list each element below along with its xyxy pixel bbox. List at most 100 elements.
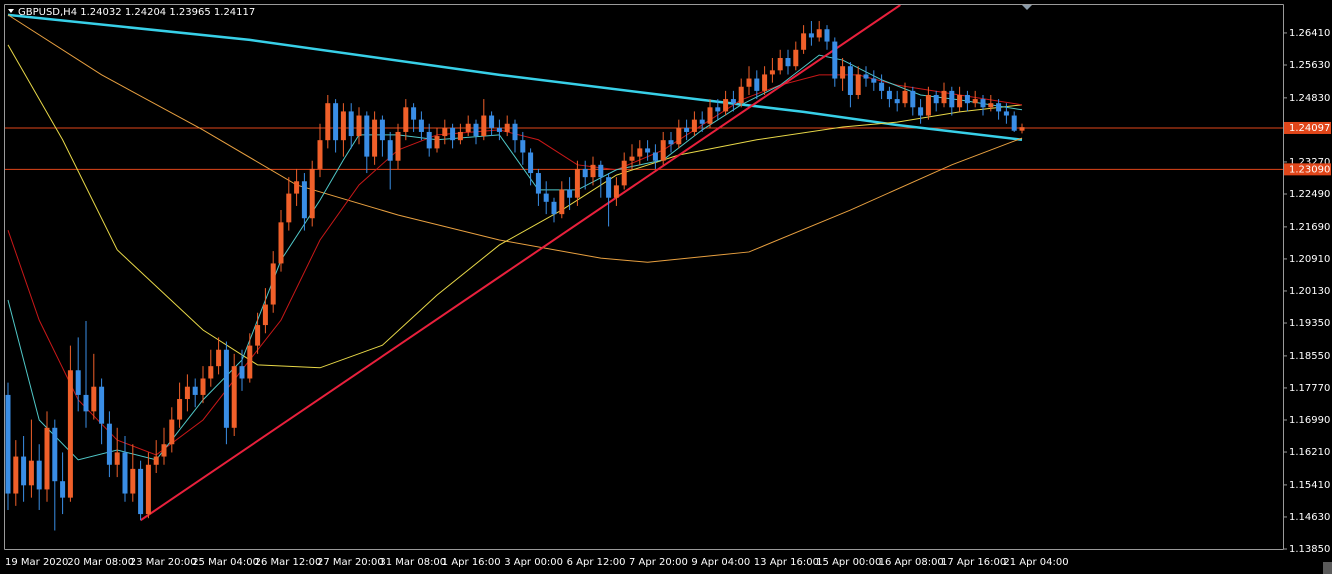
- header-close: 1.24117: [214, 7, 255, 18]
- candle-body: [223, 349, 229, 428]
- candle-body: [684, 127, 690, 132]
- x-tick-label: 27 Mar 20:00: [317, 557, 384, 568]
- candle-body: [520, 140, 526, 153]
- price-level-label: 1.23090: [1289, 164, 1330, 175]
- candle-body: [52, 427, 58, 482]
- y-tick-label: 1.20130: [1289, 286, 1330, 297]
- candle-body: [964, 94, 970, 104]
- x-tick-label: 25 Mar 04:00: [192, 557, 259, 568]
- candle-body: [738, 86, 744, 104]
- price-level-tag: [1284, 121, 1331, 134]
- candle-body: [894, 99, 900, 104]
- y-tick-label: 1.20910: [1289, 254, 1330, 265]
- x-tick-label: 23 Mar 20:00: [130, 557, 197, 568]
- candle-body: [473, 123, 479, 137]
- candle-body: [411, 107, 417, 120]
- candle-body: [348, 111, 354, 137]
- candle-body: [239, 366, 245, 379]
- y-tick-label: 1.22490: [1289, 189, 1330, 200]
- candle-body: [777, 58, 783, 71]
- candle-body: [216, 349, 222, 367]
- candle-body: [918, 107, 924, 116]
- candle-body: [200, 378, 206, 395]
- candle-body: [504, 123, 510, 132]
- candle-body: [309, 168, 315, 219]
- candle-body: [699, 119, 705, 124]
- candle-body: [387, 140, 393, 161]
- moving-average: [7, 44, 1023, 369]
- moving-average: [7, 14, 1023, 263]
- moving-average: [7, 13, 1023, 142]
- price-level-tag: [1284, 163, 1331, 176]
- candle-body: [910, 90, 916, 108]
- candle-body: [294, 181, 300, 194]
- symbol-menu-arrow[interactable]: [8, 9, 14, 13]
- scroll-corner[interactable]: [1323, 562, 1332, 574]
- candle-body: [840, 66, 846, 79]
- candle-body: [145, 464, 151, 515]
- candle-body: [613, 185, 619, 198]
- x-tick-label: 9 Apr 04:00: [691, 557, 750, 568]
- x-tick-label: 16 Apr 08:00: [879, 557, 944, 568]
- candle-body: [567, 189, 573, 198]
- candle-body: [184, 386, 190, 400]
- candle-body: [535, 173, 541, 194]
- candle-body: [114, 452, 120, 465]
- x-tick-label: 1 Apr 16:00: [442, 557, 501, 568]
- candle-body: [801, 33, 807, 50]
- candle-body: [450, 127, 456, 141]
- candle-body: [91, 386, 97, 412]
- candle-body: [660, 140, 666, 161]
- candle-body: [941, 90, 947, 104]
- candle-body: [122, 452, 128, 494]
- candle-body: [465, 123, 471, 132]
- y-tick-label: 1.16990: [1289, 415, 1330, 426]
- candle-body: [582, 168, 588, 178]
- candle-body: [551, 201, 557, 215]
- candle-body: [902, 90, 908, 104]
- candle-body: [301, 181, 307, 219]
- candle-body: [645, 148, 651, 153]
- y-tick-label: 1.16210: [1289, 447, 1330, 458]
- candle-body: [403, 107, 409, 132]
- candle-body: [333, 103, 339, 141]
- candle-body: [379, 119, 385, 141]
- candle-body: [192, 386, 198, 395]
- x-tick-label: 19 Mar 2020: [5, 557, 68, 568]
- candle-body: [832, 41, 838, 79]
- candle-body: [75, 370, 81, 395]
- candle-body: [247, 345, 253, 379]
- candle-body: [855, 74, 861, 95]
- candle-body: [691, 119, 697, 132]
- price-level-label: 1.24097: [1289, 123, 1330, 134]
- header-open: 1.24032: [80, 7, 121, 18]
- candle-body: [762, 74, 768, 91]
- candle-body: [418, 119, 424, 132]
- symbol: GBPUSD,H4: [18, 7, 77, 18]
- y-tick-label: 1.26410: [1289, 28, 1330, 39]
- candle-body: [996, 103, 1002, 112]
- candle-body: [988, 103, 994, 108]
- y-tick-label: 1.19350: [1289, 318, 1330, 329]
- candle-body: [270, 263, 276, 305]
- x-tick-label: 7 Apr 20:00: [629, 557, 688, 568]
- candle-body: [1011, 115, 1017, 131]
- chart-shift-marker[interactable]: [1022, 5, 1032, 10]
- y-tick-label: 1.17770: [1289, 383, 1330, 394]
- candle-body: [574, 168, 580, 198]
- candle-body: [652, 152, 658, 161]
- candle-body: [67, 370, 73, 498]
- candle-body: [598, 164, 604, 178]
- candle-body: [278, 222, 284, 264]
- candle-body: [824, 29, 830, 42]
- candle-body: [1019, 127, 1025, 131]
- y-tick-label: 1.23270: [1289, 157, 1330, 168]
- candle-body: [871, 78, 877, 83]
- candle-body: [746, 78, 752, 87]
- y-tick-label: 1.24830: [1289, 93, 1330, 104]
- candle-body: [590, 164, 596, 178]
- x-tick-label: 31 Mar 08:00: [379, 557, 446, 568]
- header-high: 1.24204: [125, 7, 166, 18]
- candle-body: [340, 111, 346, 141]
- x-tick-label: 13 Apr 16:00: [754, 557, 819, 568]
